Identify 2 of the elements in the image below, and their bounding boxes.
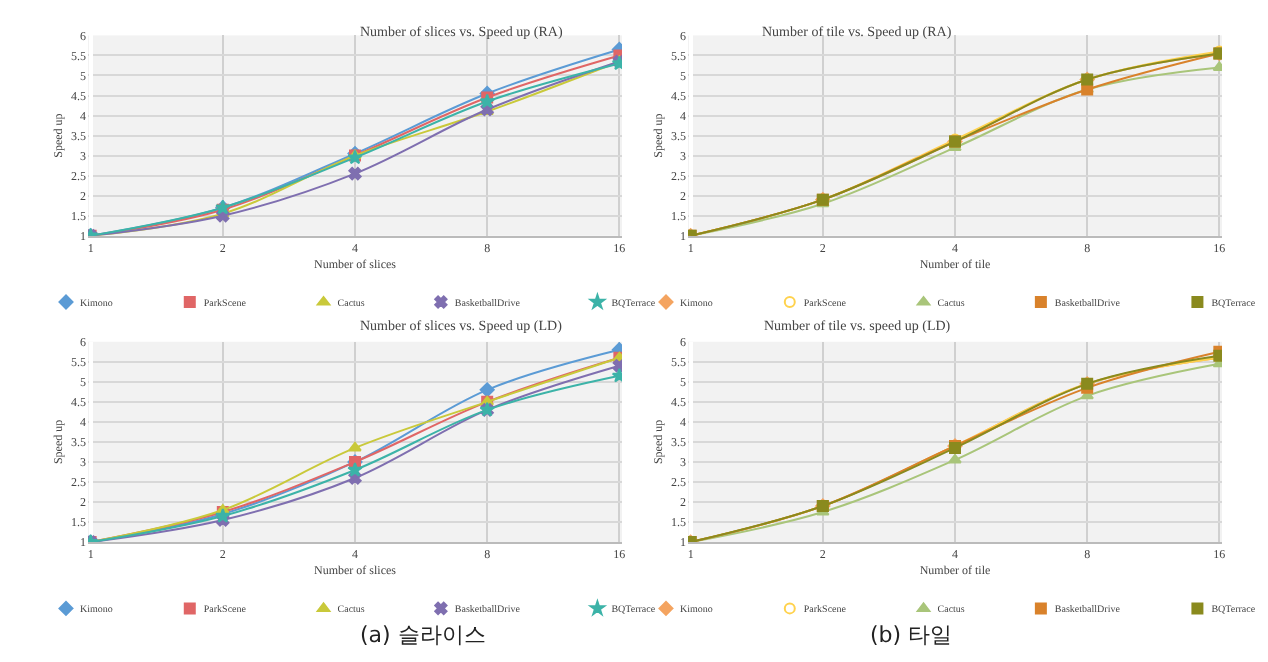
text: (b) 타일 xyxy=(870,622,953,648)
text: (a) 슬라이스 xyxy=(360,622,486,648)
